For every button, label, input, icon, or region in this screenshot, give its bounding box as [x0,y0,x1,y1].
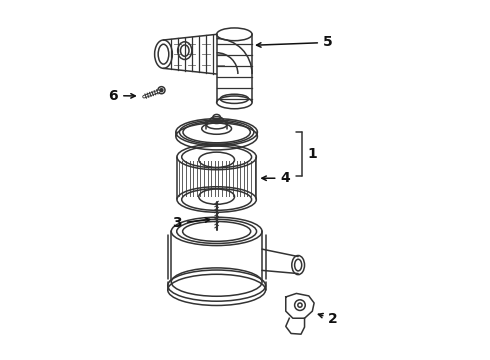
Ellipse shape [160,89,163,91]
Text: 1: 1 [307,148,317,162]
Text: 5: 5 [257,36,333,49]
Text: 4: 4 [262,171,290,185]
Text: 2: 2 [318,312,338,326]
Text: 3: 3 [172,216,210,230]
Text: 6: 6 [109,89,135,103]
